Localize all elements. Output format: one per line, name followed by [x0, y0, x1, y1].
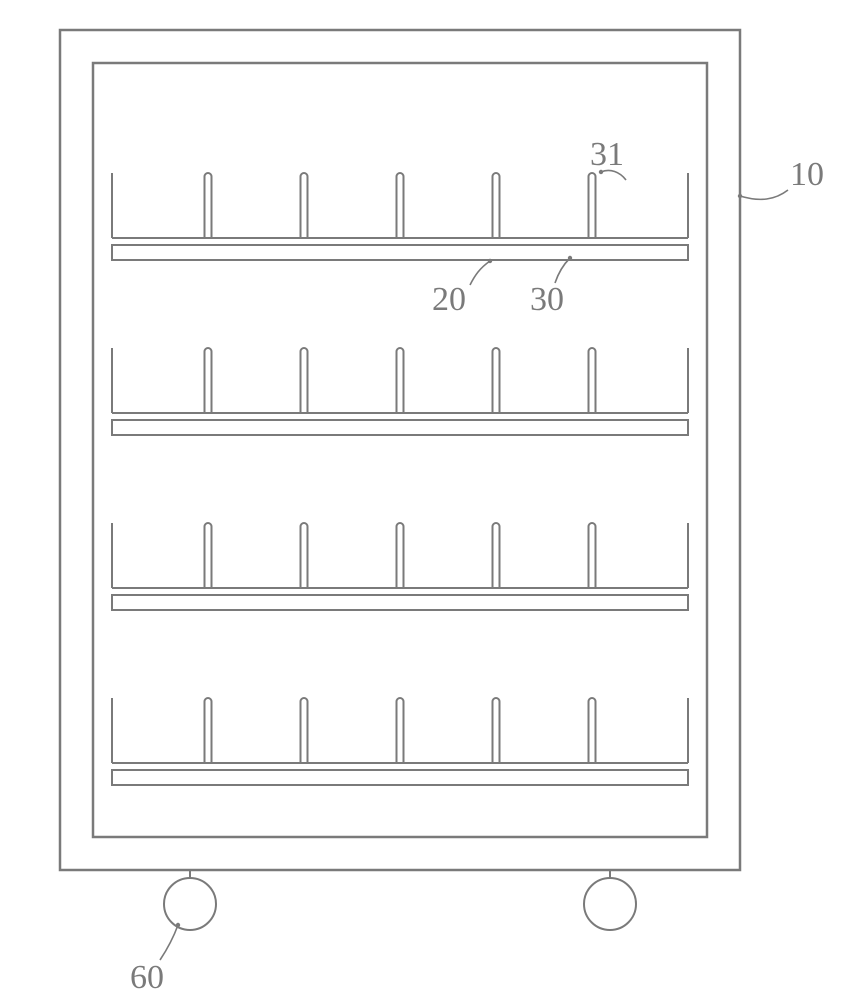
shelf-row: [112, 173, 688, 260]
shelf-row: [112, 348, 688, 435]
leader-dot: [568, 256, 572, 260]
shelf-divider: [589, 523, 596, 588]
shelf-divider: [397, 523, 404, 588]
shelf-divider: [301, 348, 308, 413]
shelf-divider: [397, 698, 404, 763]
shelf-board: [112, 245, 688, 260]
shelf-divider: [589, 173, 596, 238]
ref-label-31: 31: [590, 136, 624, 173]
shelf-divider: [397, 173, 404, 238]
shelf-divider: [205, 348, 212, 413]
shelf-divider: [493, 348, 500, 413]
leader-line: [470, 261, 490, 285]
shelf-row: [112, 523, 688, 610]
shelf-divider: [301, 523, 308, 588]
leader-line: [740, 190, 788, 199]
ref-label-20: 20: [432, 281, 466, 318]
leader-dot: [738, 194, 742, 198]
leader-dot: [488, 259, 492, 263]
shelf-divider: [301, 698, 308, 763]
shelf-divider: [589, 698, 596, 763]
inner-frame: [93, 63, 707, 837]
leader-line: [555, 258, 570, 283]
shelf-divider: [397, 348, 404, 413]
shelf-divider: [205, 173, 212, 238]
wheel: [584, 878, 636, 930]
wheel: [164, 878, 216, 930]
ref-label-10: 10: [790, 156, 824, 193]
shelf-board: [112, 770, 688, 785]
outer-frame: [60, 30, 740, 870]
ref-label-60: 60: [130, 959, 164, 996]
shelf-divider: [493, 698, 500, 763]
shelf-divider: [493, 523, 500, 588]
shelf-board: [112, 420, 688, 435]
shelf-divider: [205, 698, 212, 763]
shelf-divider: [589, 348, 596, 413]
shelf-divider: [493, 173, 500, 238]
leader-dot: [176, 923, 180, 927]
shelf-row: [112, 698, 688, 785]
shelf-divider: [205, 523, 212, 588]
leader-line: [160, 925, 178, 960]
shelf-board: [112, 595, 688, 610]
cabinet-diagram: 31 10 20 30 60: [0, 0, 842, 1000]
shelf-divider: [301, 173, 308, 238]
ref-label-30: 30: [530, 281, 564, 318]
